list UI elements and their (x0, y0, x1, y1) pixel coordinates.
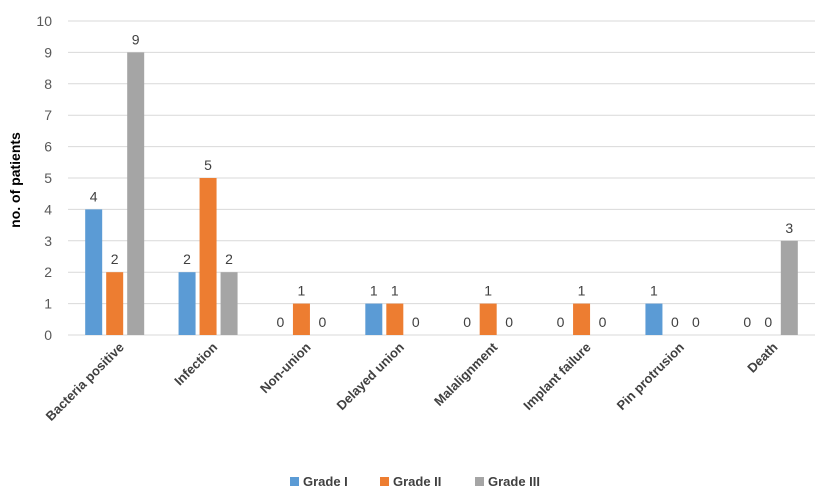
y-tick-label: 0 (44, 327, 52, 343)
legend-swatch (475, 477, 484, 486)
legend-label: Grade I (303, 474, 348, 488)
bar (365, 303, 383, 335)
y-tick-label: 5 (44, 170, 52, 186)
data-label: 1 (484, 283, 492, 299)
y-tick-label: 3 (44, 233, 52, 249)
bar (386, 303, 404, 335)
data-label: 1 (578, 283, 586, 299)
y-tick-label: 8 (44, 76, 52, 92)
data-label: 2 (183, 251, 191, 267)
data-label: 1 (650, 283, 658, 299)
bar (479, 303, 497, 335)
data-label: 4 (90, 188, 98, 204)
category-label: Non-union (257, 339, 314, 396)
bar (127, 52, 145, 336)
data-label: 0 (764, 314, 772, 330)
y-tick-label: 6 (44, 139, 52, 155)
bar (645, 303, 663, 335)
data-label: 9 (132, 31, 140, 47)
data-label: 0 (463, 314, 471, 330)
y-tick-label: 9 (44, 44, 52, 60)
y-tick-labels: 0 1 2 3 4 5 6 7 8 9 10 (36, 13, 52, 343)
bar (199, 178, 217, 335)
data-label: 1 (370, 283, 378, 299)
data-label: 0 (557, 314, 565, 330)
data-label: 0 (319, 314, 327, 330)
bar (106, 272, 124, 335)
bar (292, 303, 310, 335)
data-label: 5 (204, 157, 212, 173)
bar (178, 272, 196, 335)
data-label: 0 (599, 314, 607, 330)
bar (780, 240, 798, 335)
legend: Grade I Grade II Grade III (290, 474, 540, 488)
y-tick-label: 10 (36, 13, 52, 29)
data-label: 0 (277, 314, 285, 330)
bar (85, 209, 103, 335)
category-label: Implant failure (520, 340, 593, 413)
data-label: 0 (671, 314, 679, 330)
category-label: Death (744, 339, 780, 375)
category-label: Bacteria positive (43, 340, 127, 424)
legend-label: Grade III (488, 474, 540, 488)
y-tick-label: 2 (44, 264, 52, 280)
legend-label: Grade II (393, 474, 441, 488)
y-axis-label: no. of patients (7, 132, 23, 228)
bar (220, 272, 238, 335)
data-label: 0 (412, 314, 420, 330)
data-label: 1 (391, 283, 399, 299)
legend-swatch (290, 477, 299, 486)
data-label: 2 (225, 251, 233, 267)
data-label: 0 (505, 314, 513, 330)
data-label: 1 (298, 283, 306, 299)
category-label: Pin protrusion (614, 339, 687, 412)
y-tick-label: 7 (44, 107, 52, 123)
y-tick-label: 1 (44, 296, 52, 312)
data-label: 0 (743, 314, 751, 330)
category-labels: Bacteria positive Infection Non-union Delay… (43, 339, 781, 424)
category-label: Malalignment (431, 339, 501, 409)
bar (573, 303, 591, 335)
y-tick-label: 4 (44, 201, 52, 217)
data-label: 0 (692, 314, 700, 330)
category-label: Delayed union (333, 339, 406, 412)
bar-series (85, 52, 798, 336)
legend-swatch (380, 477, 389, 486)
category-label: Infection (171, 339, 220, 388)
data-label: 3 (785, 220, 793, 236)
data-label: 2 (111, 251, 119, 267)
